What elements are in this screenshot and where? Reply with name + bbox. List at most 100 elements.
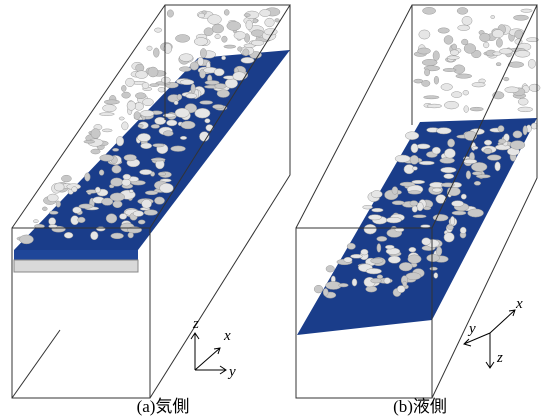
vortex-blob xyxy=(344,257,352,262)
vortex-blob xyxy=(377,236,387,241)
vortex-blob xyxy=(451,92,462,98)
vortex-blob xyxy=(410,155,419,164)
vortex-blob xyxy=(179,67,191,72)
vortex-blob xyxy=(392,187,398,195)
vortex-blob xyxy=(251,30,264,37)
vortex-blob xyxy=(326,266,334,273)
vortex-blob xyxy=(214,69,224,76)
vortex-blob xyxy=(505,87,519,93)
vortex-blob xyxy=(372,208,384,212)
vortex-blob xyxy=(397,286,405,293)
vortex-blob xyxy=(513,15,528,20)
vortex-blob xyxy=(531,123,537,129)
vortex-blob xyxy=(174,101,178,105)
vortex-blob xyxy=(167,120,178,126)
vortex-blob xyxy=(246,20,253,30)
vortex-blob xyxy=(413,167,418,171)
vortex-blob xyxy=(78,217,86,223)
vortex-blob xyxy=(140,170,153,175)
vortex-blob xyxy=(432,188,442,192)
vortex-blob xyxy=(433,51,439,61)
vortex-blob xyxy=(138,124,143,127)
vortex-blob xyxy=(395,155,410,162)
inlet-plate xyxy=(14,260,138,272)
vortex-blob xyxy=(406,273,421,280)
vortex-blob xyxy=(91,149,100,154)
vortex-blob xyxy=(436,128,451,134)
vortex-blob xyxy=(408,255,421,264)
vortex-blob xyxy=(195,108,210,118)
vortex-blob xyxy=(151,158,165,161)
vortex-blob xyxy=(129,190,133,193)
vortex-blob xyxy=(452,201,464,207)
vortex-blob xyxy=(452,44,457,50)
vortex-blob xyxy=(124,155,137,161)
vortex-blob xyxy=(103,105,117,112)
vortex-blob xyxy=(111,178,123,186)
vortex-blob xyxy=(167,10,173,17)
vortex-blob xyxy=(234,32,246,40)
vortex-blob xyxy=(513,131,522,138)
vortex-blob xyxy=(54,183,64,191)
vortex-blob xyxy=(102,129,112,132)
vortex-blob xyxy=(432,147,440,154)
vortex-blob xyxy=(177,94,182,100)
vortex-blob xyxy=(491,15,495,18)
vortex-blob xyxy=(495,145,510,150)
vortex-blob xyxy=(419,30,430,39)
vortex-blob xyxy=(436,247,442,256)
vortex-blob xyxy=(423,7,436,14)
vortex-blob xyxy=(264,29,277,36)
vortex-blob xyxy=(405,132,419,140)
vortex-blob xyxy=(96,227,105,231)
vortex-blob xyxy=(127,101,136,110)
vortex-blob xyxy=(144,210,158,216)
vortex-blob xyxy=(121,85,126,91)
vortex-blob xyxy=(145,191,158,195)
vortex-blob xyxy=(260,9,271,16)
vortex-blob xyxy=(498,139,505,143)
vortex-blob xyxy=(137,133,150,141)
vortex-blob xyxy=(421,225,431,228)
vortex-blob xyxy=(339,283,349,287)
vortex-blob xyxy=(371,191,382,198)
vortex-blob xyxy=(418,48,431,54)
vortex-blob xyxy=(224,45,236,48)
vortex-blob xyxy=(444,149,455,159)
vortex-blob xyxy=(466,171,471,179)
vortex-blob xyxy=(99,170,104,176)
vortex-blob xyxy=(441,167,457,173)
vortex-blob xyxy=(458,25,470,31)
vortex-blob xyxy=(444,233,454,243)
vortex-blob xyxy=(85,173,91,181)
vortex-blob xyxy=(61,175,71,182)
vortex-blob xyxy=(179,54,193,62)
vortex-blob xyxy=(151,124,160,128)
vortex-blob xyxy=(116,136,124,146)
vortex-blob xyxy=(104,100,119,104)
vortex-blob xyxy=(399,262,412,271)
vortex-blob xyxy=(158,87,165,92)
panel-a: z x y (a)気側 xyxy=(12,5,290,416)
vortex-blob xyxy=(84,140,95,143)
vortex-blob xyxy=(314,285,323,293)
vortex-blob xyxy=(150,84,160,87)
vortex-blob xyxy=(244,14,250,17)
vortex-blob xyxy=(49,225,58,228)
vortex-blob xyxy=(181,121,195,129)
vortex-blob xyxy=(529,84,540,91)
vortex-blob xyxy=(171,146,186,152)
vortex-blob xyxy=(496,38,502,47)
vortex-blob xyxy=(419,161,434,165)
vortex-blob xyxy=(112,148,118,151)
vortex-blob xyxy=(49,218,56,226)
vortex-blob xyxy=(160,183,174,193)
vortex-blob xyxy=(265,18,275,27)
vortex-blob xyxy=(518,98,528,105)
vortex-blob xyxy=(222,56,226,60)
vortex-blob xyxy=(48,194,59,202)
vortex-blob xyxy=(142,82,149,88)
vortex-blob xyxy=(91,231,99,239)
vortex-blob xyxy=(448,139,455,147)
vortex-blob xyxy=(161,77,170,83)
